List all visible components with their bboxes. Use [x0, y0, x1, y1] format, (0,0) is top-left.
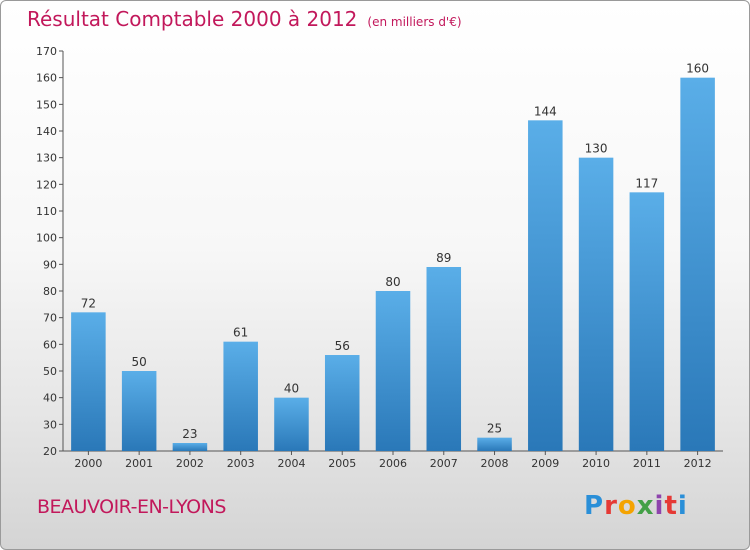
logo-letter: x	[636, 491, 655, 521]
data-label: 61	[233, 326, 248, 340]
y-tick-label: 130	[36, 152, 57, 165]
y-tick-label: 70	[43, 312, 57, 325]
bar-2011	[629, 192, 665, 452]
y-tick-label: 60	[43, 338, 57, 351]
y-tick-label: 30	[43, 418, 57, 431]
x-tick-label: 2002	[176, 457, 204, 470]
data-label: 40	[284, 382, 299, 396]
y-tick-label: 50	[43, 365, 57, 378]
data-label: 117	[635, 176, 658, 190]
y-tick-label: 100	[36, 232, 57, 245]
bar-2005	[324, 355, 360, 451]
data-label: 56	[335, 339, 350, 353]
logo-letter: P	[584, 491, 605, 521]
y-tick-label: 110	[36, 205, 57, 218]
commune-name: BEAUVOIR-EN-LYONS	[37, 496, 226, 518]
x-tick-label: 2004	[277, 457, 305, 470]
proxiti-logo: Proxiti	[584, 491, 688, 521]
value-labels: 72 50 23 61 40 56 80 89 25 144 130 117 160	[81, 62, 709, 441]
chart-title: Résultat Comptable 2000 à 2012 (en millie…	[27, 7, 462, 31]
y-tick-label: 160	[36, 72, 57, 85]
y-tick-label: 90	[43, 258, 57, 271]
axes: 20 30 40 50 60 70 80 90 100 110 120 130 140 150 160 170…	[36, 45, 723, 470]
bars	[71, 77, 715, 452]
bar-2001	[121, 371, 157, 451]
x-tick-label: 2000	[74, 457, 102, 470]
data-label: 80	[385, 275, 400, 289]
data-label: 50	[132, 355, 147, 369]
data-label: 160	[686, 62, 709, 76]
x-tick-label: 2006	[379, 457, 407, 470]
bar-2012	[680, 77, 715, 452]
logo-letter: t	[664, 491, 678, 521]
bar-2006	[375, 291, 411, 451]
chart-title-text: Résultat Comptable 2000 à 2012	[27, 7, 358, 31]
bar-2002	[172, 443, 208, 451]
bar-2000	[71, 312, 106, 451]
x-tick-label: 2009	[531, 457, 559, 470]
x-tick-label: 2010	[582, 457, 610, 470]
logo-letter: r	[604, 491, 618, 521]
data-label: 23	[182, 427, 197, 441]
data-label: 130	[585, 142, 608, 156]
y-tick-label: 40	[43, 392, 57, 405]
chart-unit: (en milliers d'€)	[367, 15, 462, 29]
data-label: 89	[436, 251, 451, 265]
data-label: 72	[81, 296, 96, 310]
data-label: 144	[534, 104, 557, 118]
x-tick-label: 2005	[328, 457, 356, 470]
x-tick-label: 2012	[684, 457, 712, 470]
y-tick-label: 170	[36, 45, 57, 58]
bar-2009	[528, 120, 563, 451]
x-tick-label: 2011	[633, 457, 661, 470]
bar-2008	[477, 437, 512, 451]
y-tick-label: 20	[43, 445, 57, 458]
y-tick-label: 120	[36, 178, 57, 191]
logo-letter: o	[617, 491, 637, 521]
bar-2003	[223, 341, 258, 451]
y-tick-label: 80	[43, 285, 57, 298]
y-tick-label: 150	[36, 98, 57, 111]
x-tick-label: 2003	[227, 457, 255, 470]
bar-2004	[274, 397, 309, 451]
data-label: 25	[487, 422, 502, 436]
x-tick-label: 2008	[481, 457, 509, 470]
bar-2007	[426, 267, 462, 451]
x-tick-label: 2001	[125, 457, 153, 470]
x-tick-label: 2007	[430, 457, 458, 470]
y-tick-label: 140	[36, 125, 57, 138]
logo-letter: i	[654, 491, 665, 521]
logo-letter: i	[677, 491, 688, 521]
bar-2010	[578, 157, 614, 451]
